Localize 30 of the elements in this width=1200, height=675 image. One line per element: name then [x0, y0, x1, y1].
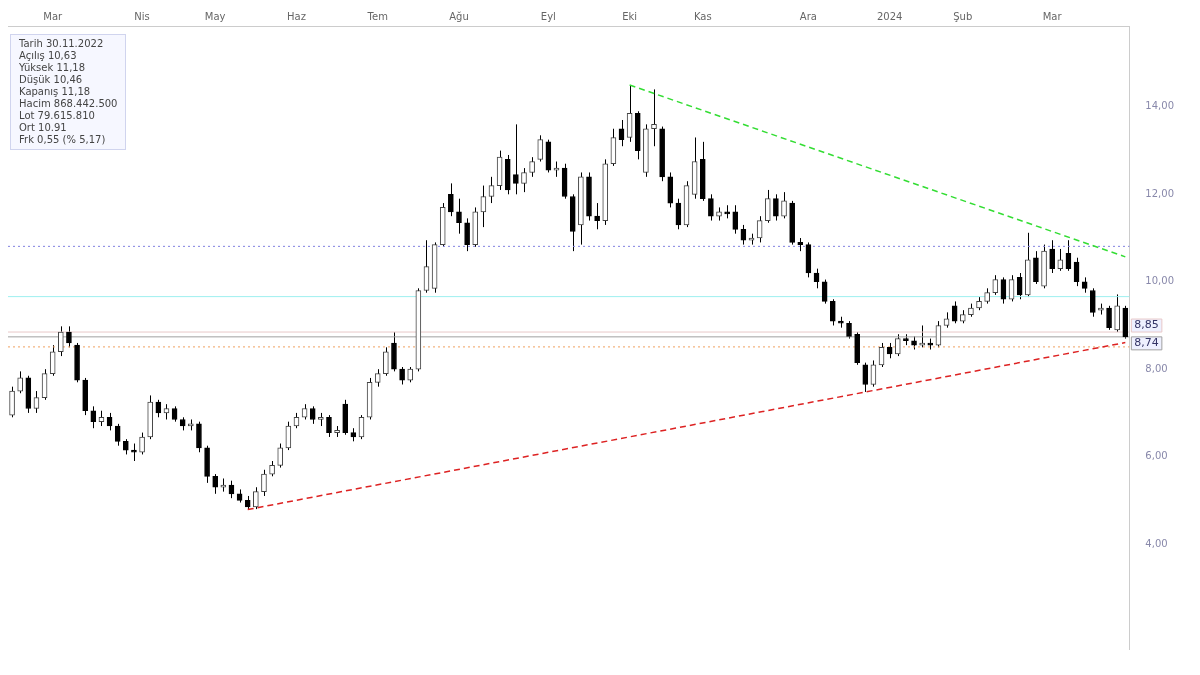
x-tick-label: Ağu: [449, 10, 469, 22]
annotation: Açılış 10,63: [19, 50, 78, 62]
annotation: Hacim 868.442.500: [19, 98, 118, 110]
annotation: Frk 0,55 (% 5,17): [19, 134, 107, 146]
y-tick-label: 14,00: [1145, 100, 1175, 112]
annotation: Kapanış 11,18: [19, 86, 92, 98]
x-tick-label: Kas: [693, 10, 712, 22]
annotation: Ort 10.91: [19, 122, 68, 134]
annotation: Lot 79.615.810: [19, 110, 96, 122]
annotation: Düşük 10,46: [19, 74, 84, 86]
x-tick-label: Tem: [366, 10, 388, 22]
ref-line-label: 8,74: [1134, 336, 1159, 350]
x-tick-label: Şub: [953, 10, 973, 22]
y-tick-label: 10,00: [1145, 275, 1175, 287]
ref-line-label: 8,85: [1134, 318, 1159, 332]
annotation: Yüksek 11,18: [19, 62, 87, 74]
x-tick-label: 2024: [876, 10, 903, 22]
y-tick-label: 12,00: [1145, 187, 1175, 199]
y-tick-label: 8,00: [1145, 362, 1168, 374]
x-tick-label: May: [204, 10, 226, 22]
x-tick-label: Eyl: [540, 10, 556, 22]
y-tick-label: 6,00: [1145, 450, 1168, 462]
x-tick-label: Eki: [622, 10, 638, 22]
x-tick-label: Mar: [1042, 10, 1063, 22]
x-tick-label: Mar: [43, 10, 64, 22]
y-tick-label: 4,00: [1145, 537, 1168, 549]
x-tick-label: Ara: [799, 10, 817, 22]
x-tick-label: Haz: [287, 10, 306, 22]
x-tick-label: Nis: [134, 10, 150, 22]
annotation: Tarih 30.11.2022: [19, 38, 105, 50]
